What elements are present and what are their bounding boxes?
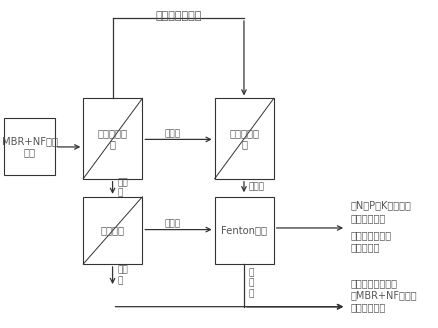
Text: Fenton系统: Fenton系统 [221, 225, 267, 236]
Text: 按相应比例与渗滤
液MBR+NF出水混
合后达标排放: 按相应比例与渗滤 液MBR+NF出水混 合后达标排放 [350, 278, 417, 313]
Text: 浓缩液: 浓缩液 [249, 182, 265, 192]
Text: 浓缩液: 浓缩液 [165, 219, 181, 229]
Text: 浓缩液: 浓缩液 [165, 129, 181, 138]
Bar [83, 197, 142, 264]
Text: 透过
液: 透过 液 [117, 266, 128, 285]
Text: 污泥机械脱水回
填埋场处置: 污泥机械脱水回 填埋场处置 [350, 230, 392, 252]
Text: 纳滤系统: 纳滤系统 [101, 225, 125, 236]
Bar [215, 98, 274, 179]
Text: 一段超滤系
统: 一段超滤系 统 [98, 128, 128, 149]
Text: MBR+NF截载
留液: MBR+NF截载 留液 [2, 136, 57, 157]
Text: 加N、P、K得到含腐
植酸水溶肥料: 加N、P、K得到含腐 植酸水溶肥料 [350, 200, 411, 223]
Text: 上
清
液: 上 清 液 [249, 268, 254, 298]
Text: 透过
液: 透过 液 [117, 178, 128, 198]
Text: 二段超滤系
统: 二段超滤系 统 [229, 128, 259, 149]
Bar [215, 197, 274, 264]
Bar [83, 98, 142, 179]
Text: 二段超滤透过液: 二段超滤透过液 [155, 11, 201, 21]
Bar [4, 118, 55, 175]
